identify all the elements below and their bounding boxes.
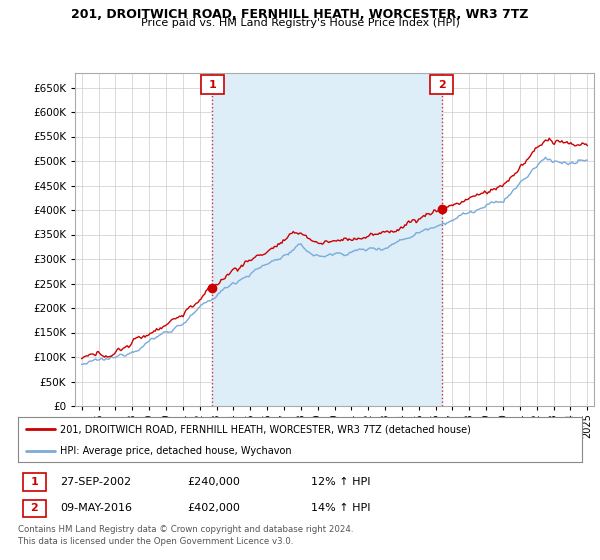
Text: 12% ↑ HPI: 12% ↑ HPI — [311, 477, 371, 487]
Text: £402,000: £402,000 — [187, 503, 240, 514]
Text: HPI: Average price, detached house, Wychavon: HPI: Average price, detached house, Wych… — [60, 446, 292, 456]
Text: Contains HM Land Registry data © Crown copyright and database right 2024.
This d: Contains HM Land Registry data © Crown c… — [18, 525, 353, 546]
Text: 1: 1 — [208, 80, 216, 90]
Text: Price paid vs. HM Land Registry's House Price Index (HPI): Price paid vs. HM Land Registry's House … — [140, 18, 460, 29]
Text: 2: 2 — [438, 80, 446, 90]
Text: £240,000: £240,000 — [187, 477, 240, 487]
Text: 27-SEP-2002: 27-SEP-2002 — [60, 477, 131, 487]
Text: 201, DROITWICH ROAD, FERNHILL HEATH, WORCESTER, WR3 7TZ (detached house): 201, DROITWICH ROAD, FERNHILL HEATH, WOR… — [60, 424, 471, 435]
Text: 1: 1 — [31, 477, 38, 487]
Text: 2: 2 — [31, 503, 38, 514]
FancyBboxPatch shape — [23, 473, 46, 491]
FancyBboxPatch shape — [201, 75, 224, 95]
Text: 14% ↑ HPI: 14% ↑ HPI — [311, 503, 371, 514]
FancyBboxPatch shape — [430, 75, 453, 95]
Bar — [212, 73, 442, 406]
FancyBboxPatch shape — [23, 500, 46, 517]
Text: 09-MAY-2016: 09-MAY-2016 — [60, 503, 133, 514]
Text: 201, DROITWICH ROAD, FERNHILL HEATH, WORCESTER, WR3 7TZ: 201, DROITWICH ROAD, FERNHILL HEATH, WOR… — [71, 8, 529, 21]
